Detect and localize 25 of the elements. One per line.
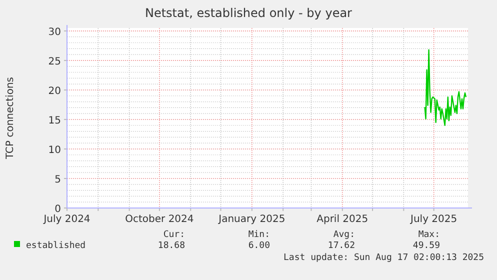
- chart-title: Netstat, established only - by year: [144, 6, 352, 20]
- text: Avg:: [333, 230, 355, 240]
- text: Min:: [248, 230, 270, 240]
- y-tick-label: 10: [48, 144, 61, 156]
- x-tick-label: July 2024: [42, 214, 90, 225]
- text: Cur:: [163, 230, 185, 240]
- x-tick-label: July 2025: [410, 214, 458, 225]
- text: 6.00: [248, 241, 270, 251]
- y-tick-label: 30: [48, 26, 61, 38]
- x-tick-label: January 2025: [218, 214, 286, 225]
- text: 49.59: [412, 241, 440, 251]
- text: Last update: Sun Aug 17 02:00:13 2025: [284, 253, 484, 263]
- y-tick-label: 5: [54, 174, 61, 186]
- y-tick-label: 20: [48, 86, 61, 97]
- text: 17.62: [328, 241, 355, 251]
- y-axis-title: TCP connections: [5, 76, 16, 160]
- y-tick-label: 15: [48, 115, 61, 126]
- text: Max:: [418, 230, 440, 240]
- x-tick-label: April 2025: [316, 214, 368, 225]
- y-tick-label: 0: [54, 204, 61, 215]
- y-tick-label: 25: [48, 56, 61, 68]
- x-tick-label: October 2024: [125, 214, 194, 225]
- text: 18.68: [158, 241, 185, 251]
- line-series: [424, 49, 467, 126]
- legend-label: established: [26, 241, 86, 251]
